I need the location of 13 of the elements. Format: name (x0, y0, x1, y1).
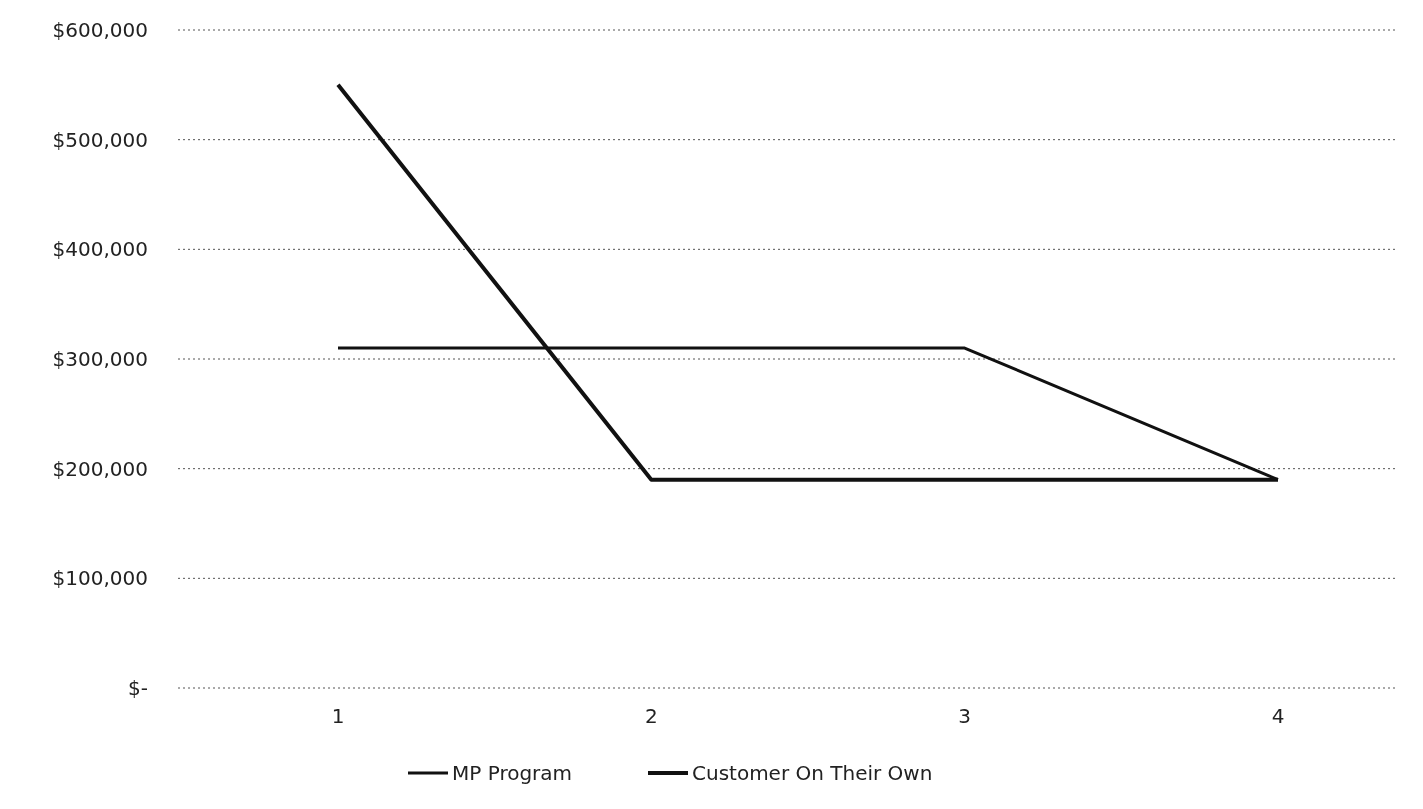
x-tick-label: 3 (958, 704, 972, 728)
x-tick-label: 4 (1271, 704, 1285, 728)
y-tick-label: $300,000 (52, 347, 148, 371)
y-tick-label: $200,000 (52, 456, 148, 481)
y-tick-label: $400,000 (52, 237, 148, 262)
y-tick-label: $- (128, 676, 148, 700)
x-tick-label: 2 (644, 704, 658, 728)
y-tick-label: $100,000 (52, 566, 148, 591)
x-tick-label: 1 (331, 704, 345, 728)
legend-label: MP Program (452, 761, 573, 785)
y-tick-label: $500,000 (52, 127, 148, 152)
legend-label: Customer On Their Own (692, 761, 933, 785)
y-tick-label: $600,000 (52, 18, 148, 42)
